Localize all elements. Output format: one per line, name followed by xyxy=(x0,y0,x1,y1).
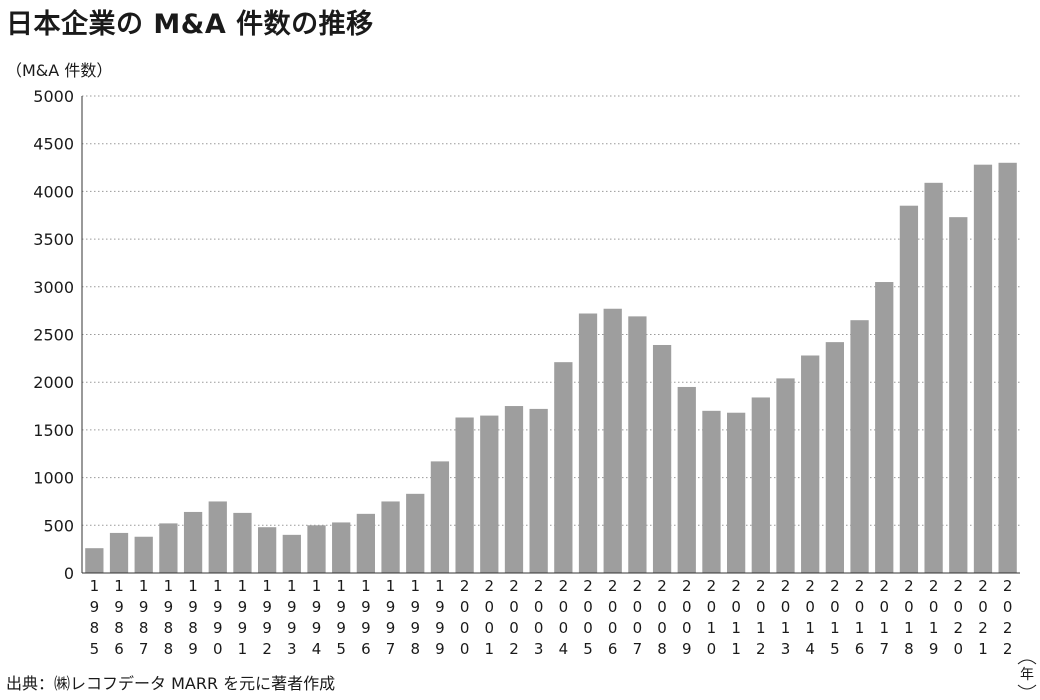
x-unit-bracket-top xyxy=(1017,659,1037,665)
y-tick-label: 4500 xyxy=(33,135,74,154)
bar-1999 xyxy=(430,461,450,573)
bar-2012 xyxy=(751,397,770,573)
y-tick-label: 500 xyxy=(43,516,74,535)
y-axis-label: （M&A 件数） xyxy=(6,61,113,80)
bar-2009 xyxy=(677,386,696,573)
y-tick-label: 3500 xyxy=(33,230,74,249)
bar-1990 xyxy=(208,501,227,573)
bar-2004 xyxy=(554,362,573,573)
bar-2022 xyxy=(998,162,1017,573)
x-unit: 年 xyxy=(1017,659,1037,690)
bar-2013 xyxy=(776,378,795,573)
bar-1986 xyxy=(109,532,129,573)
x-unit-label: 年 xyxy=(1020,667,1034,683)
bar-2015 xyxy=(825,342,845,573)
bar-1994 xyxy=(307,525,326,573)
bar-1993 xyxy=(282,534,301,573)
y-tick-labels: 0 500 1000 1500 2000 2500 3000 3500 4000 4500 5000 xyxy=(33,87,74,583)
bar-1991 xyxy=(233,512,252,573)
y-tick-label: 1000 xyxy=(33,469,74,488)
bar-1988 xyxy=(159,523,178,573)
bar-1997 xyxy=(381,501,400,573)
bar-2021 xyxy=(973,164,993,574)
y-tick-label: 3000 xyxy=(33,278,74,297)
bar-2014 xyxy=(801,355,820,573)
bar-2002 xyxy=(504,406,524,573)
bar-1995 xyxy=(332,522,351,573)
y-tick-label: 2000 xyxy=(33,373,74,392)
x-unit-bracket-bottom xyxy=(1017,684,1037,690)
bar-2007 xyxy=(628,316,647,573)
bar-1985 xyxy=(85,548,104,573)
axes xyxy=(81,96,1020,574)
y-tick-label: 0 xyxy=(64,564,74,583)
bar-2005 xyxy=(578,313,598,573)
source-note: 出典：㈱レコフデータ MARR を元に著者作成 xyxy=(6,674,336,693)
bar-2020 xyxy=(949,217,968,573)
y-tick-label: 2500 xyxy=(33,326,74,345)
y-tick-label: 4000 xyxy=(33,182,74,201)
chart-title: 日本企業の M&A 件数の推移 xyxy=(6,9,374,40)
bar-2011 xyxy=(726,412,746,573)
bar-2008 xyxy=(652,344,672,573)
bar-2003 xyxy=(529,408,548,573)
bar-2018 xyxy=(899,205,919,573)
bar-2000 xyxy=(455,417,474,573)
x-tick-labels: 1 9 8 5 1 9 8 6 1 9 8 7 1 9 8 8 1 9 8 9 1 9 9 0 1 9 9 1 1 9 9 2 1 9 9 3 1 9 9 4… xyxy=(90,577,1013,658)
y-tick-label: 5000 xyxy=(33,87,74,106)
bars xyxy=(85,162,1017,574)
bar-2016 xyxy=(850,320,869,573)
bar-2019 xyxy=(924,182,943,573)
bar-1996 xyxy=(356,513,376,573)
bar-1989 xyxy=(183,511,203,573)
bar-1987 xyxy=(134,536,153,573)
bar-2010 xyxy=(702,410,721,573)
bar-2006 xyxy=(603,308,622,573)
bar-2017 xyxy=(875,282,894,573)
bar-1992 xyxy=(257,527,277,573)
bar-1998 xyxy=(406,493,425,573)
y-tick-label: 1500 xyxy=(33,421,74,440)
bar-2001 xyxy=(480,415,499,573)
